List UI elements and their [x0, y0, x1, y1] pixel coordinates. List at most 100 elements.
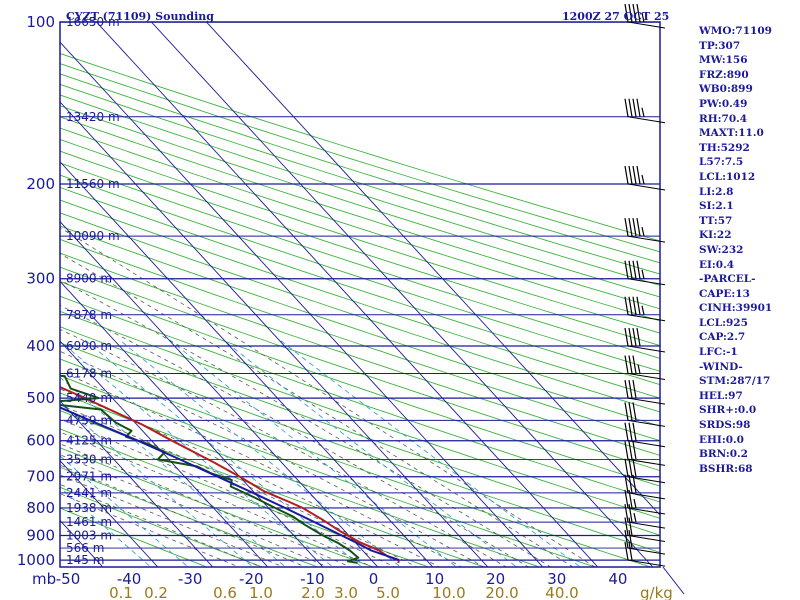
dry-adiabat	[60, 295, 660, 503]
index-item: CAP:2.7	[699, 331, 746, 344]
index-item: LFC:-1	[699, 346, 738, 359]
station-title: CYZT (71109) Sounding	[66, 10, 214, 23]
wind-barb-flag	[628, 422, 633, 441]
pressure-label: 600	[26, 432, 55, 450]
wind-barb-shaft	[627, 116, 666, 124]
wind-barb-flag	[632, 260, 637, 279]
wind-barb-shaft	[627, 492, 666, 500]
pressure-label: 300	[26, 270, 55, 288]
isotherm	[60, 101, 489, 567]
isotherm	[60, 460, 159, 567]
temperature-tick: -10	[300, 570, 325, 588]
wind-barb-flag	[636, 260, 641, 279]
height-label: 145 m	[66, 553, 104, 567]
index-item: MAXT:11.0	[699, 127, 764, 140]
wind-barb-shaft	[627, 235, 666, 243]
dry-adiabat	[60, 186, 660, 386]
index-item: LCL:1012	[699, 170, 756, 183]
wind-barb	[624, 327, 666, 353]
wind-barb-flag	[628, 441, 633, 460]
wind-barb-flag	[624, 402, 629, 421]
temperature-tick: -30	[178, 570, 203, 588]
wind-barb-half-flag	[641, 12, 645, 23]
pressure-label: 900	[26, 526, 55, 544]
index-item: SHR+:0.0	[699, 404, 757, 417]
parcel-trace	[60, 406, 400, 562]
index-item: RH:70.4	[699, 112, 748, 125]
wind-barb-flag	[632, 327, 637, 347]
dry-adiabat	[60, 83, 660, 275]
isotherm	[150, 22, 654, 567]
index-item: LCL:925	[699, 316, 748, 329]
index-item: CAPE:13	[699, 287, 750, 300]
pressure-label: 100	[26, 13, 55, 31]
dry-adiabat	[60, 199, 660, 399]
dry-adiabat	[60, 358, 652, 567]
mixing-ratio-line	[60, 486, 152, 567]
wind-barb-shaft	[627, 183, 666, 191]
height-label: 13420 m	[66, 110, 120, 124]
grid-lines	[60, 22, 660, 567]
height-label: 1003 m	[66, 528, 112, 542]
pressure-label: 800	[26, 499, 55, 517]
moist-adiabat	[60, 350, 485, 567]
height-label: 11560 m	[66, 177, 120, 191]
wind-barb-flag	[628, 327, 633, 347]
height-label: 4759 m	[66, 413, 112, 427]
moist-adiabat	[60, 388, 441, 567]
wind-barb	[624, 98, 666, 124]
wind-barb-flag	[636, 165, 641, 185]
wind-barb-flag	[624, 458, 629, 477]
wind-barb-flag	[624, 218, 629, 237]
wind-barb-flag	[632, 296, 637, 315]
dry-adiabat	[60, 466, 319, 567]
wind-barb	[624, 402, 666, 427]
wind-barb-flag	[632, 98, 637, 117]
index-item: L57:7.5	[699, 156, 744, 169]
temperature-tick: 20	[486, 570, 505, 588]
index-item: SI:2.1	[699, 200, 734, 213]
wind-barb-flag	[632, 165, 637, 185]
mixing-ratio-line	[60, 455, 189, 567]
temperature-tick: -40	[117, 570, 142, 588]
dry-adiabat	[60, 94, 660, 286]
wind-barb-flag	[632, 3, 637, 23]
dry-adiabat	[60, 392, 541, 567]
index-item: SRDS:98	[699, 419, 751, 432]
wind-barb-flag	[624, 380, 629, 399]
wind-barb-flag	[632, 355, 637, 374]
moist-adiabat	[60, 253, 574, 567]
wind-barb-half-flag	[641, 107, 645, 117]
dry-adiabat	[60, 310, 660, 519]
wind-barb	[624, 458, 666, 484]
wind-barb-flag	[632, 380, 637, 399]
wind-barb-flag	[624, 422, 629, 441]
isotherm	[205, 22, 660, 516]
wind-barbs	[624, 3, 666, 567]
wind-barb-shaft	[627, 345, 666, 353]
wind-barb-flag	[624, 3, 629, 23]
height-label: 8900 m	[66, 272, 112, 286]
wind-barb-flag	[628, 165, 633, 185]
dry-adiabat	[60, 127, 660, 322]
wind-barb-flag	[632, 402, 637, 421]
wind-barb-flag	[636, 3, 641, 23]
moist-adiabat	[60, 474, 285, 567]
temperature-tick: 30	[547, 570, 566, 588]
wind-barb	[624, 3, 666, 29]
wind-barb-flag	[628, 530, 633, 549]
wind-barb-flag	[632, 458, 637, 477]
wind-barb-flag	[628, 380, 633, 399]
wind-barb	[624, 530, 666, 555]
wind-barb-shaft	[627, 521, 666, 529]
height-label: 4125 m	[66, 434, 112, 448]
wind-barb	[624, 380, 666, 405]
wind-barb-shaft	[627, 314, 666, 322]
wind-barb-flag	[624, 530, 629, 549]
wind-barb-flag	[624, 517, 629, 536]
pressure-label: 700	[26, 468, 55, 486]
mixing-ratio-tick: 0.1	[109, 584, 133, 600]
wind-barb	[624, 355, 666, 380]
wind-barb-flag	[628, 3, 633, 23]
